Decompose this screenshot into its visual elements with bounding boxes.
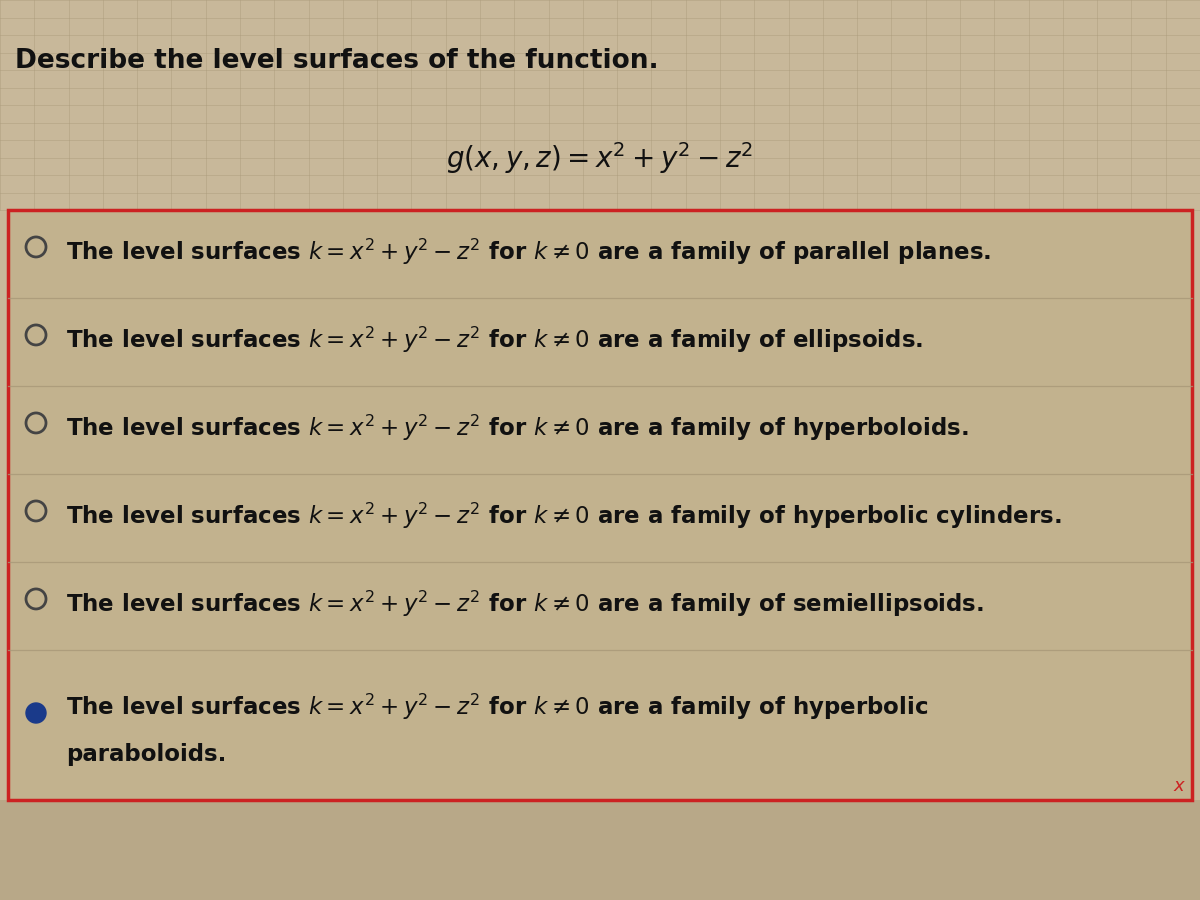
Bar [0, 800, 1200, 900]
Circle shape [26, 703, 46, 723]
Text: The level surfaces $k = x^2 + y^2 - z^2$ for $k \neq 0$ are a family of hyperbol: The level surfaces $k = x^2 + y^2 - z^2$… [66, 501, 1062, 531]
Text: The level surfaces $k = x^2 + y^2 - z^2$ for $k \neq 0$ are a family of hyperbol: The level surfaces $k = x^2 + y^2 - z^2$… [66, 413, 968, 443]
Text: The level surfaces $k = x^2 + y^2 - z^2$ for $k \neq 0$ are a family of parallel: The level surfaces $k = x^2 + y^2 - z^2$… [66, 237, 991, 267]
Text: $g(x, y, z) = x^2 + y^2 - z^2$: $g(x, y, z) = x^2 + y^2 - z^2$ [446, 140, 754, 176]
Text: x: x [1174, 777, 1184, 795]
Text: The level surfaces $k = x^2 + y^2 - z^2$ for $k \neq 0$ are a family of ellipsoi: The level surfaces $k = x^2 + y^2 - z^2$… [66, 325, 923, 356]
Bar [8, 210, 1192, 800]
Text: Describe the level surfaces of the function.: Describe the level surfaces of the funct… [14, 48, 659, 74]
Text: paraboloids.: paraboloids. [66, 743, 227, 766]
Text: The level surfaces $k = x^2 + y^2 - z^2$ for $k \neq 0$ are a family of semielli: The level surfaces $k = x^2 + y^2 - z^2$… [66, 589, 984, 619]
Text: The level surfaces $k = x^2 + y^2 - z^2$ for $k \neq 0$ are a family of hyperbol: The level surfaces $k = x^2 + y^2 - z^2$… [66, 692, 929, 722]
